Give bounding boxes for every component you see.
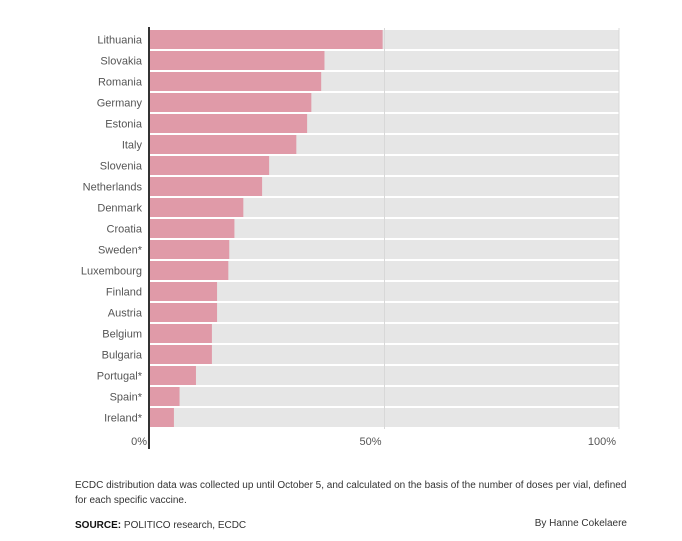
bar: [150, 387, 180, 406]
bar: [150, 135, 297, 154]
bar: [150, 408, 174, 427]
category-label: Sweden*: [98, 245, 143, 257]
category-label: Germany: [97, 98, 143, 110]
bar: [150, 261, 229, 280]
x-tick-label: 50%: [359, 436, 381, 448]
bar: [150, 177, 263, 196]
bar: [150, 114, 308, 133]
bar: [150, 198, 244, 217]
bar: [150, 51, 325, 70]
x-tick-label: 0%: [131, 436, 147, 448]
category-label: Netherlands: [83, 182, 143, 194]
bar: [150, 72, 322, 91]
bar: [150, 366, 196, 385]
footnote: ECDC distribution data was collected up …: [75, 480, 627, 506]
bar: [150, 282, 218, 301]
category-label: Lithuania: [97, 35, 143, 47]
category-label: Portugal*: [97, 371, 143, 383]
category-label: Luxembourg: [81, 266, 142, 278]
category-label: Belgium: [102, 329, 142, 341]
category-label: Croatia: [107, 224, 143, 236]
bar: [150, 156, 270, 175]
bar: [150, 30, 383, 49]
category-label: Bulgaria: [102, 350, 143, 362]
bar-chart: Lithuania Slovakia Romania Germany Estonia It…: [81, 27, 620, 449]
source-label: SOURCE:: [75, 520, 122, 531]
category-label: Spain*: [110, 392, 143, 404]
category-label: Finland: [106, 287, 142, 299]
category-label: Slovenia: [100, 161, 143, 173]
bar: [150, 324, 212, 343]
bar: [150, 303, 218, 322]
category-label: Austria: [108, 308, 143, 320]
category-label: Ireland*: [104, 413, 143, 425]
bar: [150, 345, 212, 364]
bar: [150, 219, 235, 238]
x-tick-label: 100%: [588, 436, 616, 448]
category-label: Slovakia: [100, 56, 142, 68]
source-text: POLITICO research, ECDC: [121, 520, 247, 531]
bar: [150, 240, 230, 259]
source-line: SOURCE: POLITICO research, ECDC: [75, 518, 246, 533]
category-label: Estonia: [105, 119, 143, 131]
bar: [150, 93, 312, 112]
byline: By Hanne Cokelaere: [534, 518, 627, 529]
category-label: Romania: [98, 77, 143, 89]
category-label: Denmark: [97, 203, 142, 215]
category-label: Italy: [122, 140, 143, 152]
